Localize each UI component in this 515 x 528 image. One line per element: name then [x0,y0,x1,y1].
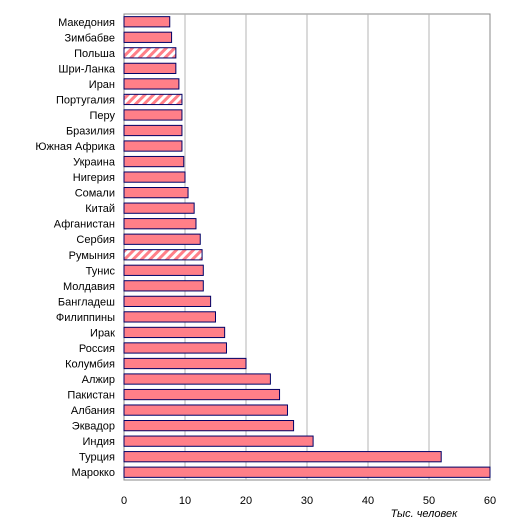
bar [123,124,183,137]
bar [123,47,177,59]
bar [123,435,314,447]
category-label: Сербия [76,234,115,246]
bar [123,388,281,401]
bar [123,218,197,230]
bar [123,420,295,432]
x-tick-label: 0 [121,495,127,507]
x-tick-label: 60 [484,495,496,507]
x-axis-title: Тыс. человек [391,508,458,520]
category-label: Индия [82,436,115,448]
bar [123,451,442,463]
bar [123,31,173,43]
x-tick-label: 30 [301,495,313,507]
bar [123,202,195,214]
category-label: Перу [89,110,115,122]
category-label: Португалия [56,94,115,106]
bar [123,342,227,354]
bar [123,16,171,28]
category-label: Украина [73,157,116,169]
bar [123,249,203,261]
bar [123,140,183,152]
category-label: Бангладеш [58,296,115,308]
bar [123,171,186,183]
x-tick-label: 40 [362,495,374,507]
category-label: Шри-Ланка [58,63,115,75]
category-label: Молдавия [63,281,115,293]
category-label: Зимбабве [64,32,115,44]
category-label: Россия [79,343,115,355]
category-label: Ирак [90,327,115,339]
bar [123,78,180,90]
category-label: Нигерия [73,172,115,184]
category-label: Польша [74,48,116,60]
bar [123,109,183,121]
category-label: Турция [79,452,115,464]
category-label: Южная Африка [35,141,116,153]
category-label: Колумбия [65,359,115,371]
category-label: Эквадор [72,421,115,433]
bar [123,326,226,339]
x-tick-label: 10 [179,495,191,507]
category-label: Алжир [82,374,115,386]
bars [123,16,491,478]
bar [123,466,491,478]
bar [123,93,183,106]
bar [123,280,204,292]
category-label: Румыния [69,250,115,262]
x-tick-label: 50 [423,495,435,507]
bar [123,404,288,416]
category-label: Иран [89,79,115,91]
category-label: Тунис [86,265,116,277]
x-tick-labels: 0 10 20 30 40 50 60 [121,495,496,507]
category-labels: Македония Зимбабве Польша Шри-Ланка Иран Порт… [35,17,116,479]
category-label: Македония [58,17,115,29]
category-label: Албания [71,405,115,417]
bar [123,233,201,245]
category-label: Бразилия [66,126,115,138]
category-label: Афганистан [54,219,115,231]
category-label: Пакистан [67,390,115,402]
bar [123,311,216,323]
bar [123,264,204,276]
bar [123,295,212,307]
bar [123,155,185,168]
x-tick-label: 20 [240,495,252,507]
category-label: Марокко [71,467,115,479]
bar [123,357,247,370]
grid-lines [184,14,430,480]
category-label: Китай [85,203,115,215]
category-label: Филиппины [56,312,115,324]
bar [123,62,177,74]
bar [123,373,271,385]
bar [123,187,189,199]
category-label: Сомали [75,188,115,200]
